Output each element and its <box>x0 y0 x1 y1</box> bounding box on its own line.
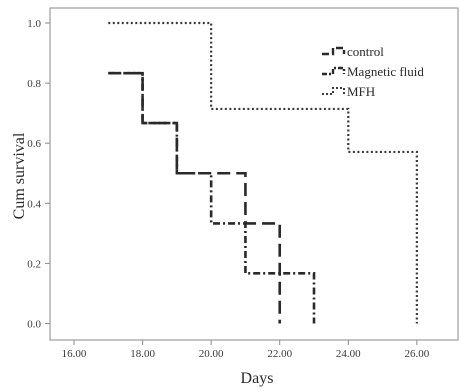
y-tick-label: 1.0 <box>27 18 41 30</box>
y-tick-label: 0.6 <box>27 138 41 150</box>
series-group <box>108 21 418 324</box>
x-tick-label: 20.00 <box>199 348 224 360</box>
x-tick-label: 18.00 <box>130 348 155 360</box>
plot-frame <box>49 7 459 341</box>
series-line-mfh <box>108 21 418 324</box>
y-tick-label: 0.8 <box>27 78 41 90</box>
legend: control Magnetic fluid MFH <box>322 44 424 99</box>
legend-label: MFH <box>347 84 375 99</box>
y-axis-title: Cum survival <box>11 132 28 219</box>
series-line-control <box>108 71 282 324</box>
y-tick-label: 0.2 <box>27 258 41 270</box>
legend-swatch <box>322 46 346 56</box>
legend-swatch <box>322 87 345 95</box>
legend-swatch <box>322 66 346 76</box>
y-axis-ticks: 0.0 0.2 0.4 0.6 0.8 1.0 <box>27 18 50 330</box>
y-tick-label: 0.4 <box>27 198 41 210</box>
series-line-magnetic-fluid <box>108 71 316 324</box>
x-tick-label: 24.00 <box>336 348 361 360</box>
legend-label: control <box>347 44 384 59</box>
x-axis-ticks: 16.00 18.00 20.00 22.00 24.00 26.00 <box>62 340 430 360</box>
x-tick-label: 22.00 <box>267 348 292 360</box>
y-tick-label: 0.0 <box>27 318 41 330</box>
axes <box>49 7 459 341</box>
x-tick-label: 26.00 <box>404 348 429 360</box>
x-tick-label: 16.00 <box>62 348 87 360</box>
x-axis-title: Days <box>241 370 274 387</box>
legend-label: Magnetic fluid <box>347 64 424 79</box>
